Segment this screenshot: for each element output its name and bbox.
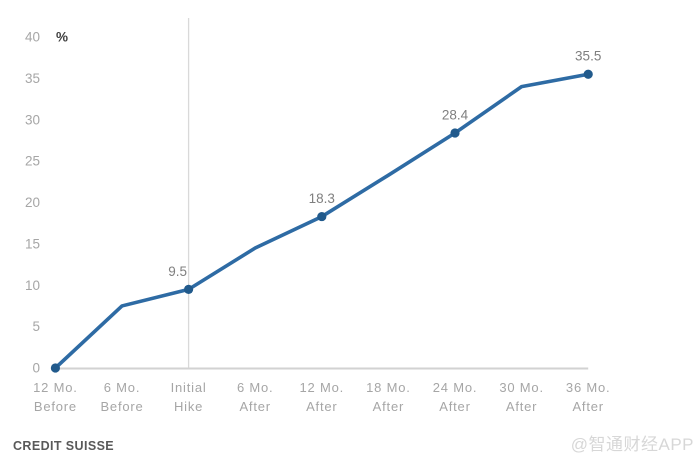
x-axis-label: 12 Mo. [33, 380, 78, 395]
watermark: @智通财经APP [570, 435, 694, 454]
y-tick-label: 10 [25, 278, 40, 293]
x-axis-label: 36 Mo. [566, 380, 611, 395]
y-tick-label: 30 [25, 112, 40, 127]
y-tick-label: 15 [25, 236, 40, 251]
data-point-marker [583, 69, 593, 79]
data-point-marker [50, 363, 61, 373]
y-tick-label: 5 [32, 319, 40, 334]
x-axis-label: 24 Mo. [433, 380, 478, 395]
y-tick-label: 0 [32, 361, 40, 376]
x-axis-label: Initial [171, 380, 207, 395]
data-point-marker [317, 211, 327, 222]
x-axis-label: After [572, 399, 603, 414]
data-point-marker [184, 284, 194, 294]
x-axis-label: After [506, 399, 537, 414]
data-point-label: 28.4 [442, 107, 469, 122]
y-tick-label: 20 [25, 195, 40, 210]
x-axis-label: After [373, 399, 404, 414]
data-point-marker [450, 128, 460, 138]
y-axis-unit-label: % [56, 30, 68, 45]
data-point-label: 18.3 [309, 191, 335, 206]
data-point-label: 9.5 [168, 264, 187, 279]
x-axis-label: After [439, 399, 470, 414]
x-axis-label: 6 Mo. [104, 380, 141, 395]
x-axis-label: 6 Mo. [237, 380, 274, 395]
x-axis-label: 30 Mo. [499, 380, 544, 395]
source-label: CREDIT SUISSE [13, 439, 115, 453]
x-axis-label: Before [34, 399, 77, 414]
x-axis-label: After [239, 399, 270, 414]
x-axis-label: After [306, 399, 337, 414]
y-tick-label: 35 [25, 71, 40, 86]
data-point-label: 35.5 [575, 49, 601, 64]
x-axis-label: Before [100, 399, 143, 414]
x-axis-label: 18 Mo. [366, 380, 411, 395]
x-axis-label: 12 Mo. [300, 380, 345, 395]
y-tick-label: 25 [25, 154, 40, 169]
x-axis-label: Hike [174, 399, 203, 414]
y-tick-label: 40 [25, 30, 40, 45]
